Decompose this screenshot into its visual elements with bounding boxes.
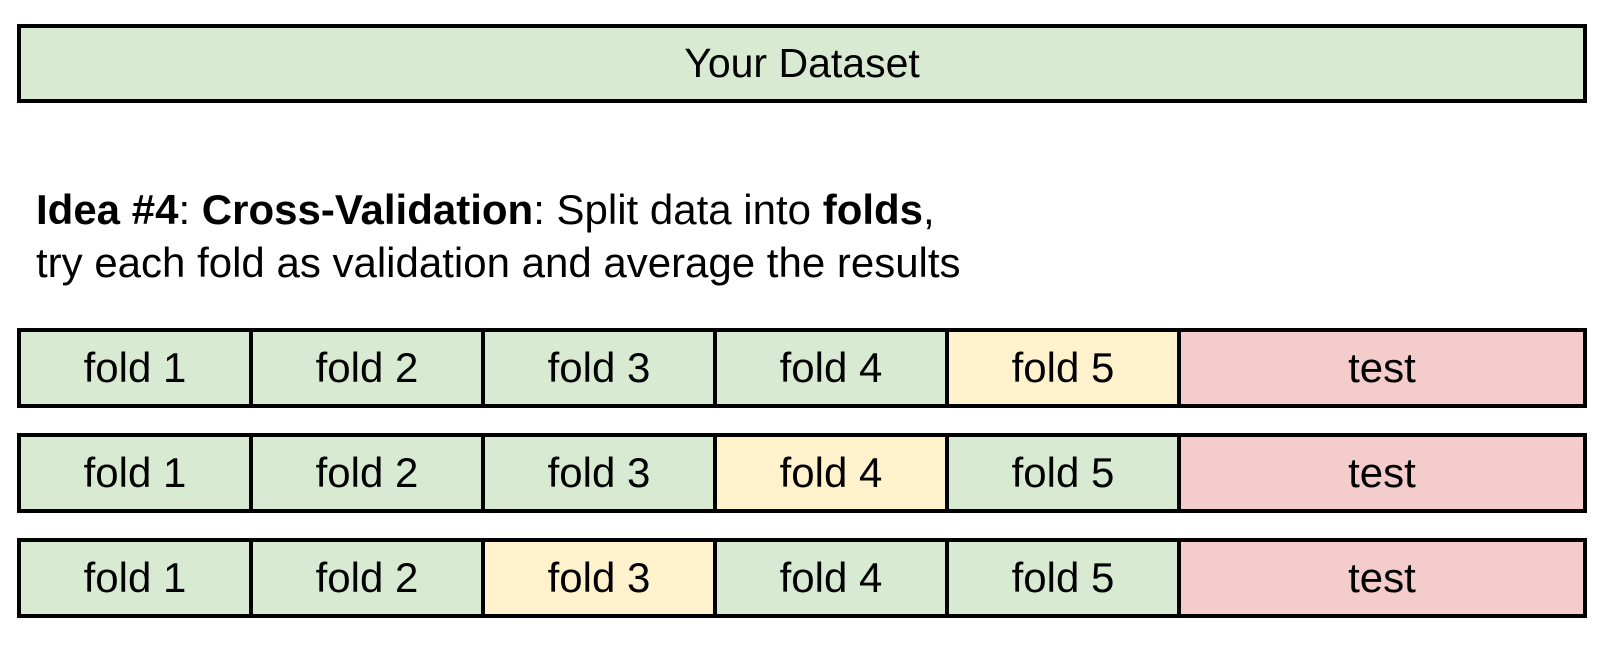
- fold-cell: fold 2: [253, 332, 485, 404]
- fold-cell: fold 5: [949, 332, 1181, 404]
- caption-separator: :: [178, 186, 202, 233]
- fold-cell: fold 3: [485, 437, 717, 509]
- fold-cell: fold 1: [21, 542, 253, 614]
- caption-line-1: Idea #4: Cross-Validation: Split data in…: [36, 183, 961, 236]
- idea-number: Idea #4: [36, 186, 179, 233]
- folds-word: folds: [822, 186, 924, 233]
- caption: Idea #4: Cross-Validation: Split data in…: [36, 183, 961, 289]
- fold-cell: fold 2: [253, 542, 485, 614]
- fold-cell: fold 4: [717, 437, 949, 509]
- fold-cell: fold 3: [485, 332, 717, 404]
- test-cell: test: [1181, 332, 1583, 404]
- caption-text-1: : Split data into: [533, 186, 823, 233]
- fold-row-3: fold 1 fold 2 fold 3 fold 4 fold 5 test: [17, 538, 1587, 618]
- method-name: Cross-Validation: [201, 186, 534, 233]
- fold-row-2: fold 1 fold 2 fold 3 fold 4 fold 5 test: [17, 433, 1587, 513]
- fold-cell: fold 4: [717, 542, 949, 614]
- fold-cell: fold 1: [21, 332, 253, 404]
- caption-line-2: try each fold as validation and average …: [36, 239, 961, 286]
- fold-cell: fold 1: [21, 437, 253, 509]
- dataset-label: Your Dataset: [684, 40, 920, 86]
- test-cell: test: [1181, 542, 1583, 614]
- fold-cell: fold 3: [485, 542, 717, 614]
- fold-cell: fold 4: [717, 332, 949, 404]
- fold-cell: fold 5: [949, 437, 1181, 509]
- fold-cell: fold 2: [253, 437, 485, 509]
- dataset-bar: Your Dataset: [17, 24, 1587, 103]
- test-cell: test: [1181, 437, 1583, 509]
- fold-cell: fold 5: [949, 542, 1181, 614]
- caption-text-2: ,: [923, 186, 935, 233]
- fold-row-1: fold 1 fold 2 fold 3 fold 4 fold 5 test: [17, 328, 1587, 408]
